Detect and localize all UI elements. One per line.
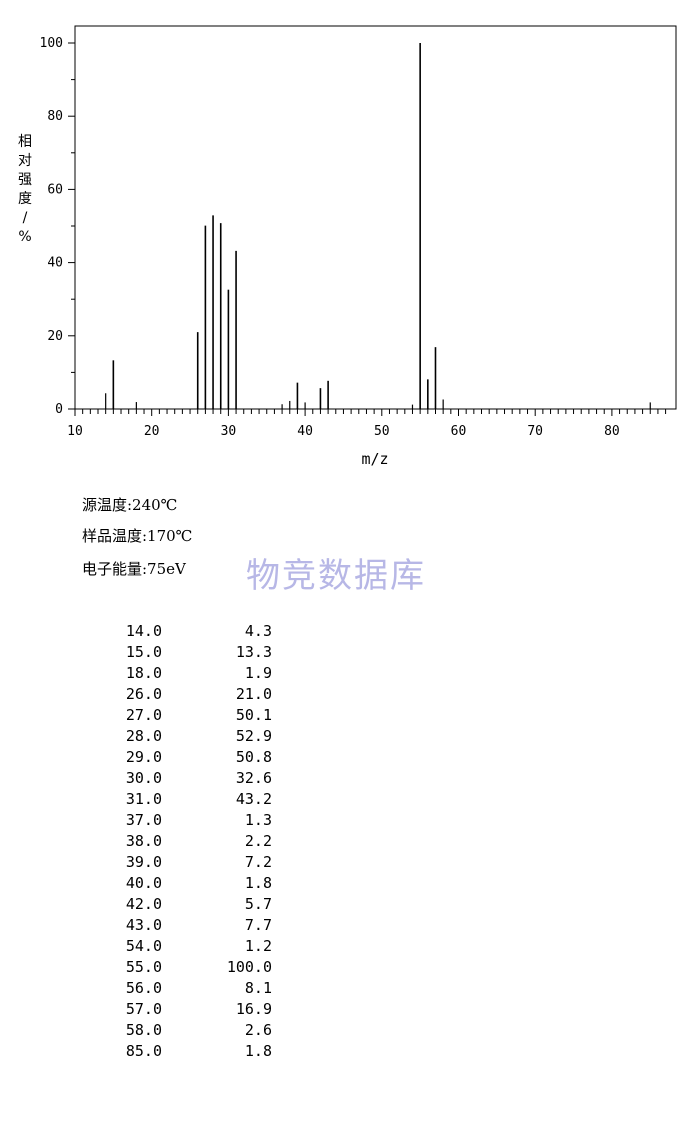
mz-value: 28.0 [125,727,162,745]
mz-value: 55.0 [125,958,162,976]
mz-value: 26.0 [125,685,162,703]
mz-value: 54.0 [125,937,162,955]
x-axis-ticks: 10 20 30 40 50 60 70 80 [67,409,667,439]
mz-value: 57.0 [125,1000,162,1018]
mz-value: 14.0 [125,622,162,640]
abundance-value: 50.8 [235,748,272,766]
table-row: 38.0 2.2 [100,831,272,852]
y-tick-label: 40 [47,256,63,271]
mz-value: 37.0 [125,811,162,829]
x-tick-label: 70 [527,424,543,439]
abundance-value: 8.1 [244,979,272,997]
table-row: 31.0 43.2 [100,789,272,810]
table-row: 37.0 1.3 [100,810,272,831]
mz-value: 38.0 [125,832,162,850]
table-row: 39.0 7.2 [100,852,272,873]
y-tick-label: 60 [47,182,63,197]
abundance-value: 5.7 [244,895,272,913]
table-row: 56.0 8.1 [100,978,272,999]
x-tick-label: 60 [451,424,467,439]
table-row: 26.0 21.0 [100,684,272,705]
table-row: 54.0 1.2 [100,936,272,957]
y-axis-ticks: 0 20 40 60 80 100 [40,36,75,417]
x-tick-label: 80 [604,424,620,439]
source-temperature: 源温度:240℃ [82,496,178,514]
abundance-value: 52.9 [235,727,272,745]
abundance-value: 43.2 [235,790,272,808]
mz-value: 15.0 [125,643,162,661]
abundance-value: 2.2 [244,832,272,850]
watermark: 物竞数据库 [246,556,426,596]
abundance-value: 13.3 [235,643,272,661]
mz-value: 85.0 [125,1042,162,1060]
table-row: 29.0 50.8 [100,747,272,768]
mz-value: 27.0 [125,706,162,724]
x-tick-label: 50 [374,424,390,439]
x-tick-label: 30 [221,424,237,439]
mz-value: 31.0 [125,790,162,808]
peak-table: 14.0 4.3 15.0 13.3 18.0 1.9 26.0 21.0 27.0 50.1 28… [100,621,272,1062]
table-row: 15.0 13.3 [100,642,272,663]
table-row: 27.0 50.1 [100,705,272,726]
abundance-value: 1.8 [244,874,272,892]
mass-spectrum-chart: 10 20 30 40 50 60 70 80 0 20 40 60 80 100 m/z 相对强度/% [18,25,677,468]
spectrum-bars [105,43,651,409]
abundance-value: 32.6 [235,769,272,787]
abundance-value: 50.1 [235,706,272,724]
table-row: 55.0 100.0 [100,957,272,978]
y-tick-label: 0 [55,402,63,417]
mz-value: 39.0 [125,853,162,871]
mz-value: 43.0 [125,916,162,934]
abundance-value: 21.0 [235,685,272,703]
plot-frame [74,25,677,410]
x-tick-label: 20 [144,424,160,439]
table-row: 18.0 1.9 [100,663,272,684]
y-tick-label: 80 [47,109,63,124]
y-tick-label: 20 [47,329,63,344]
table-row: 14.0 4.3 [100,621,272,642]
table-row: 57.0 16.9 [100,999,272,1020]
mz-value: 56.0 [125,979,162,997]
table-row: 30.0 32.6 [100,768,272,789]
table-row: 42.0 5.7 [100,894,272,915]
abundance-value: 1.2 [244,937,272,955]
abundance-value: 7.2 [244,853,272,871]
mz-value: 29.0 [125,748,162,766]
x-tick-label: 40 [297,424,313,439]
table-row: 43.0 7.7 [100,915,272,936]
abundance-value: 100.0 [226,958,272,976]
abundance-value: 1.8 [244,1042,272,1060]
x-axis-label: m/z [361,450,388,468]
table-row: 28.0 52.9 [100,726,272,747]
abundance-value: 4.3 [244,622,272,640]
table-row: 40.0 1.8 [100,873,272,894]
sample-temperature: 样品温度:170℃ [82,527,193,545]
abundance-value: 1.9 [244,664,272,682]
mz-value: 18.0 [125,664,162,682]
abundance-value: 16.9 [235,1000,272,1018]
mz-value: 30.0 [125,769,162,787]
mz-value: 58.0 [125,1021,162,1039]
mz-value: 42.0 [125,895,162,913]
table-row: 85.0 1.8 [100,1041,272,1062]
mz-value: 40.0 [125,874,162,892]
abundance-value: 7.7 [244,916,272,934]
abundance-value: 2.6 [244,1021,272,1039]
y-tick-label: 100 [40,36,63,51]
y-axis-label: 相对强度/% [18,134,32,245]
electron-energy: 电子能量:75eV [82,560,186,578]
table-row: 58.0 2.6 [100,1020,272,1041]
x-tick-label: 10 [67,424,83,439]
abundance-value: 1.3 [244,811,272,829]
